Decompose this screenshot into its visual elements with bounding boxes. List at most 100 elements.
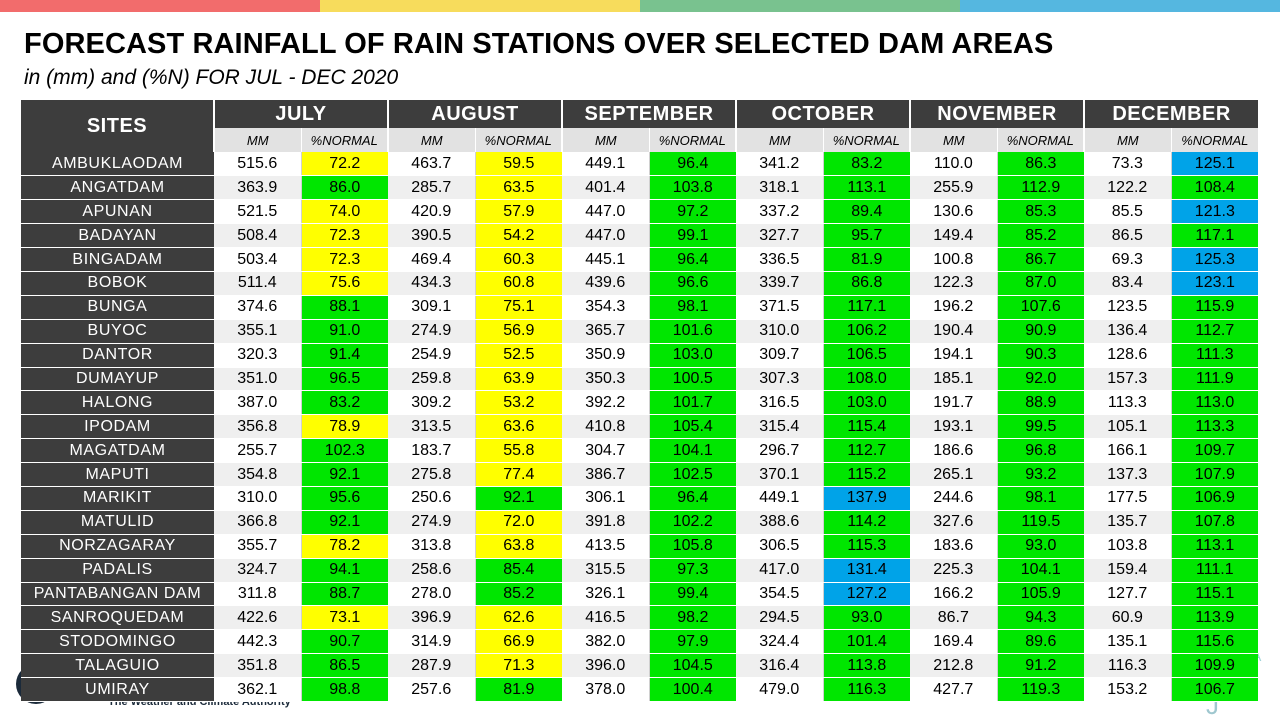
pct-normal-cell: 63.5 (474, 175, 563, 201)
table-row: MAPUTI 354.8 92.1 275.8 77.4 386.7 102.5 370.1 1… (21, 462, 1259, 487)
pct-normal-cell: 111.3 (1170, 343, 1259, 368)
mm-cell: 318.1 (736, 175, 824, 201)
mm-cell: 86.7 (910, 605, 998, 631)
pct-normal-cell: 105.8 (648, 534, 737, 559)
subheader-pct-normal: %NORMAL (474, 128, 563, 152)
pct-normal-cell: 97.2 (648, 199, 737, 225)
pct-normal-cell: 86.7 (996, 247, 1085, 272)
pct-normal-cell: 73.1 (300, 605, 389, 631)
site-name-cell: DUMAYUP (21, 367, 214, 392)
pct-normal-cell: 60.3 (474, 247, 563, 272)
pct-normal-cell: 66.9 (474, 629, 563, 655)
pct-normal-cell: 115.1 (1170, 582, 1259, 607)
mm-cell: 255.7 (214, 438, 301, 464)
mm-cell: 296.7 (736, 438, 824, 464)
pct-normal-cell: 109.7 (1170, 438, 1259, 464)
site-name-cell: DANTOR (21, 343, 214, 368)
pct-normal-cell: 99.4 (648, 582, 737, 607)
mm-cell: 386.7 (562, 462, 650, 487)
mm-cell: 287.9 (388, 653, 476, 679)
mm-cell: 327.7 (736, 223, 824, 249)
pct-normal-cell: 112.7 (1170, 319, 1259, 344)
pct-normal-cell: 90.9 (996, 319, 1085, 344)
mm-cell: 127.7 (1084, 582, 1172, 607)
mm-cell: 339.7 (736, 271, 824, 296)
pct-normal-cell: 104.5 (648, 653, 737, 679)
mm-cell: 191.7 (910, 390, 998, 416)
mm-cell: 388.6 (736, 510, 824, 535)
subheader-row: MM %NORMAL MM %NORMAL MM %NORMAL MM %NORMAL MM %N… (21, 128, 1259, 152)
pct-normal-cell: 88.7 (300, 582, 389, 607)
mm-cell: 417.0 (736, 558, 824, 583)
pct-normal-cell: 96.5 (300, 367, 389, 392)
pct-normal-cell: 75.6 (300, 271, 389, 296)
subheader-pct-normal: %NORMAL (822, 128, 911, 152)
subheader-pct-normal: %NORMAL (996, 128, 1085, 152)
pct-normal-cell: 62.6 (474, 605, 563, 631)
mm-cell: 313.5 (388, 414, 476, 440)
pct-normal-cell: 85.2 (474, 582, 563, 607)
pct-normal-cell: 114.2 (822, 510, 911, 535)
mm-cell: 116.3 (1084, 653, 1172, 679)
top-bar-segment-yellow (320, 0, 640, 12)
pct-normal-cell: 105.4 (648, 414, 737, 440)
pct-normal-cell: 112.9 (996, 175, 1085, 201)
rainfall-forecast-table: SITES JULY AUGUST SEPTEMBER OCTOBER NOVE… (21, 100, 1259, 702)
mm-cell: 327.6 (910, 510, 998, 535)
mm-cell: 274.9 (388, 510, 476, 535)
mm-cell: 194.1 (910, 343, 998, 368)
mm-cell: 196.2 (910, 295, 998, 320)
table-row: PANTABANGAN DAM 311.8 88.7 278.0 85.2 326.1 99… (21, 582, 1259, 607)
pct-normal-cell: 71.3 (474, 653, 563, 679)
site-name-cell: MAGATDAM (21, 438, 214, 464)
mm-cell: 69.3 (1084, 247, 1172, 272)
pct-normal-cell: 101.7 (648, 390, 737, 416)
pct-normal-cell: 98.1 (996, 486, 1085, 511)
pct-normal-cell: 91.4 (300, 343, 389, 368)
mm-cell: 479.0 (736, 677, 824, 702)
pct-normal-cell: 121.3 (1170, 199, 1259, 225)
mm-cell: 86.5 (1084, 223, 1172, 249)
table-row: TALAGUIO 351.8 86.5 287.9 71.3 396.0 104.5 316.… (21, 653, 1259, 679)
pct-normal-cell: 95.7 (822, 223, 911, 249)
table-body: AMBUKLAODAM 515.6 72.2 463.7 59.5 449.1 96.4 34… (21, 152, 1259, 702)
pct-normal-cell: 98.8 (300, 677, 389, 702)
mm-cell: 73.3 (1084, 152, 1172, 177)
pct-normal-cell: 100.5 (648, 367, 737, 392)
mm-cell: 304.7 (562, 438, 650, 464)
table-row: BINGADAM 503.4 72.3 469.4 60.3 445.1 96.4 336.5… (21, 247, 1259, 272)
site-name-cell: APUNAN (21, 199, 214, 225)
mm-cell: 128.6 (1084, 343, 1172, 368)
pct-normal-cell: 104.1 (648, 438, 737, 464)
pct-normal-cell: 85.4 (474, 558, 563, 583)
pct-normal-cell: 86.0 (300, 175, 389, 201)
site-name-cell: PANTABANGAN DAM (21, 582, 214, 607)
pct-normal-cell: 115.4 (822, 414, 911, 440)
pct-normal-cell: 81.9 (822, 247, 911, 272)
mm-cell: 294.5 (736, 605, 824, 631)
pct-normal-cell: 112.7 (822, 438, 911, 464)
mm-cell: 434.3 (388, 271, 476, 296)
site-name-cell: PADALIS (21, 558, 214, 583)
pct-normal-cell: 115.3 (822, 534, 911, 559)
pct-normal-cell: 113.8 (822, 653, 911, 679)
pct-normal-cell: 81.9 (474, 677, 563, 702)
pct-normal-cell: 63.8 (474, 534, 563, 559)
mm-cell: 354.3 (562, 295, 650, 320)
mm-cell: 310.0 (736, 319, 824, 344)
mm-cell: 149.4 (910, 223, 998, 249)
pct-normal-cell: 98.1 (648, 295, 737, 320)
site-name-cell: MARIKIT (21, 486, 214, 511)
mm-cell: 511.4 (214, 271, 301, 296)
pct-normal-cell: 86.5 (300, 653, 389, 679)
month-header-september: SEPTEMBER (561, 100, 737, 128)
mm-cell: 275.8 (388, 462, 476, 487)
table-row: BOBOK 511.4 75.6 434.3 60.8 439.6 96.6 339.7 86.… (21, 271, 1259, 296)
mm-cell: 447.0 (562, 223, 650, 249)
pct-normal-cell: 53.2 (474, 390, 563, 416)
top-bar-segment-green (640, 0, 960, 12)
mm-cell: 105.1 (1084, 414, 1172, 440)
mm-cell: 392.2 (562, 390, 650, 416)
mm-cell: 254.9 (388, 343, 476, 368)
top-bar-segment-red (0, 0, 320, 12)
